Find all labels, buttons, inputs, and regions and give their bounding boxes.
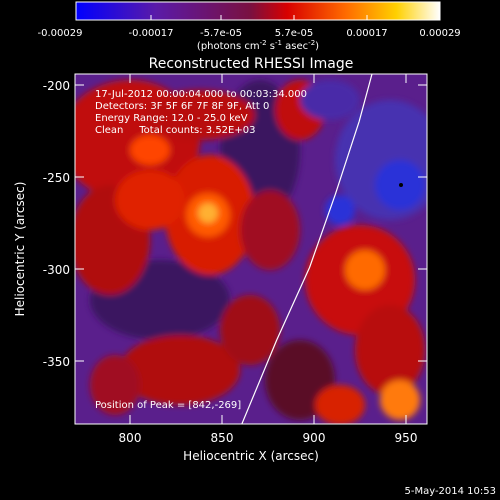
colorbar-units: (photons cm-2 s-1 asec-2) [197,39,319,52]
chart-title: Reconstructed RHESSI Image [149,56,354,72]
colorbar-tick-6: 0.00029 [419,28,460,39]
heatmap [75,74,427,424]
x-tick-label: 950 [395,431,418,445]
annotation-time: 17-Jul-2012 00:00:04.000 to 00:03:34.000 [95,89,307,100]
y-tick-label: -200 [43,79,70,93]
y-axis-label: Heliocentric Y (arcsec) [13,182,27,317]
peak-position-label: Position of Peak = [842,-269] [95,400,241,411]
footer-date: 5-May-2014 10:53 [404,486,496,497]
colorbar-tick-5: 0.00017 [346,28,387,39]
colorbar-ticks [75,15,441,20]
colorbar [75,1,441,21]
colorbar-tick-3: -5.7e-05 [200,28,242,39]
x-tick-label: 850 [211,431,234,445]
solar-limb-curve [241,74,373,424]
y-axis-ticks [75,84,427,362]
y-tick-label: -250 [43,171,70,185]
annotation-energy: Energy Range: 12.0 - 25.0 keV [95,113,248,124]
y-tick-label: -300 [43,263,70,277]
colorbar-tick-4: 5.7e-05 [275,28,313,39]
plot-frame [74,73,428,425]
x-tick-label: 800 [119,431,142,445]
x-axis-ticks [129,74,407,424]
heatmap-blobs [75,80,427,424]
annotation-detectors: Detectors: 3F 5F 6F 7F 8F 9F, Att 0 [95,101,269,112]
annotation-counts: Clean Total counts: 3.52E+03 [95,125,255,136]
y-tick-label: -350 [43,355,70,369]
x-tick-label: 900 [303,431,326,445]
colorbar-tick-1: -0.00029 [38,28,83,39]
peak-marker [399,183,403,187]
x-axis-label: Heliocentric X (arcsec) [183,449,319,463]
colorbar-tick-2: -0.00017 [129,28,174,39]
